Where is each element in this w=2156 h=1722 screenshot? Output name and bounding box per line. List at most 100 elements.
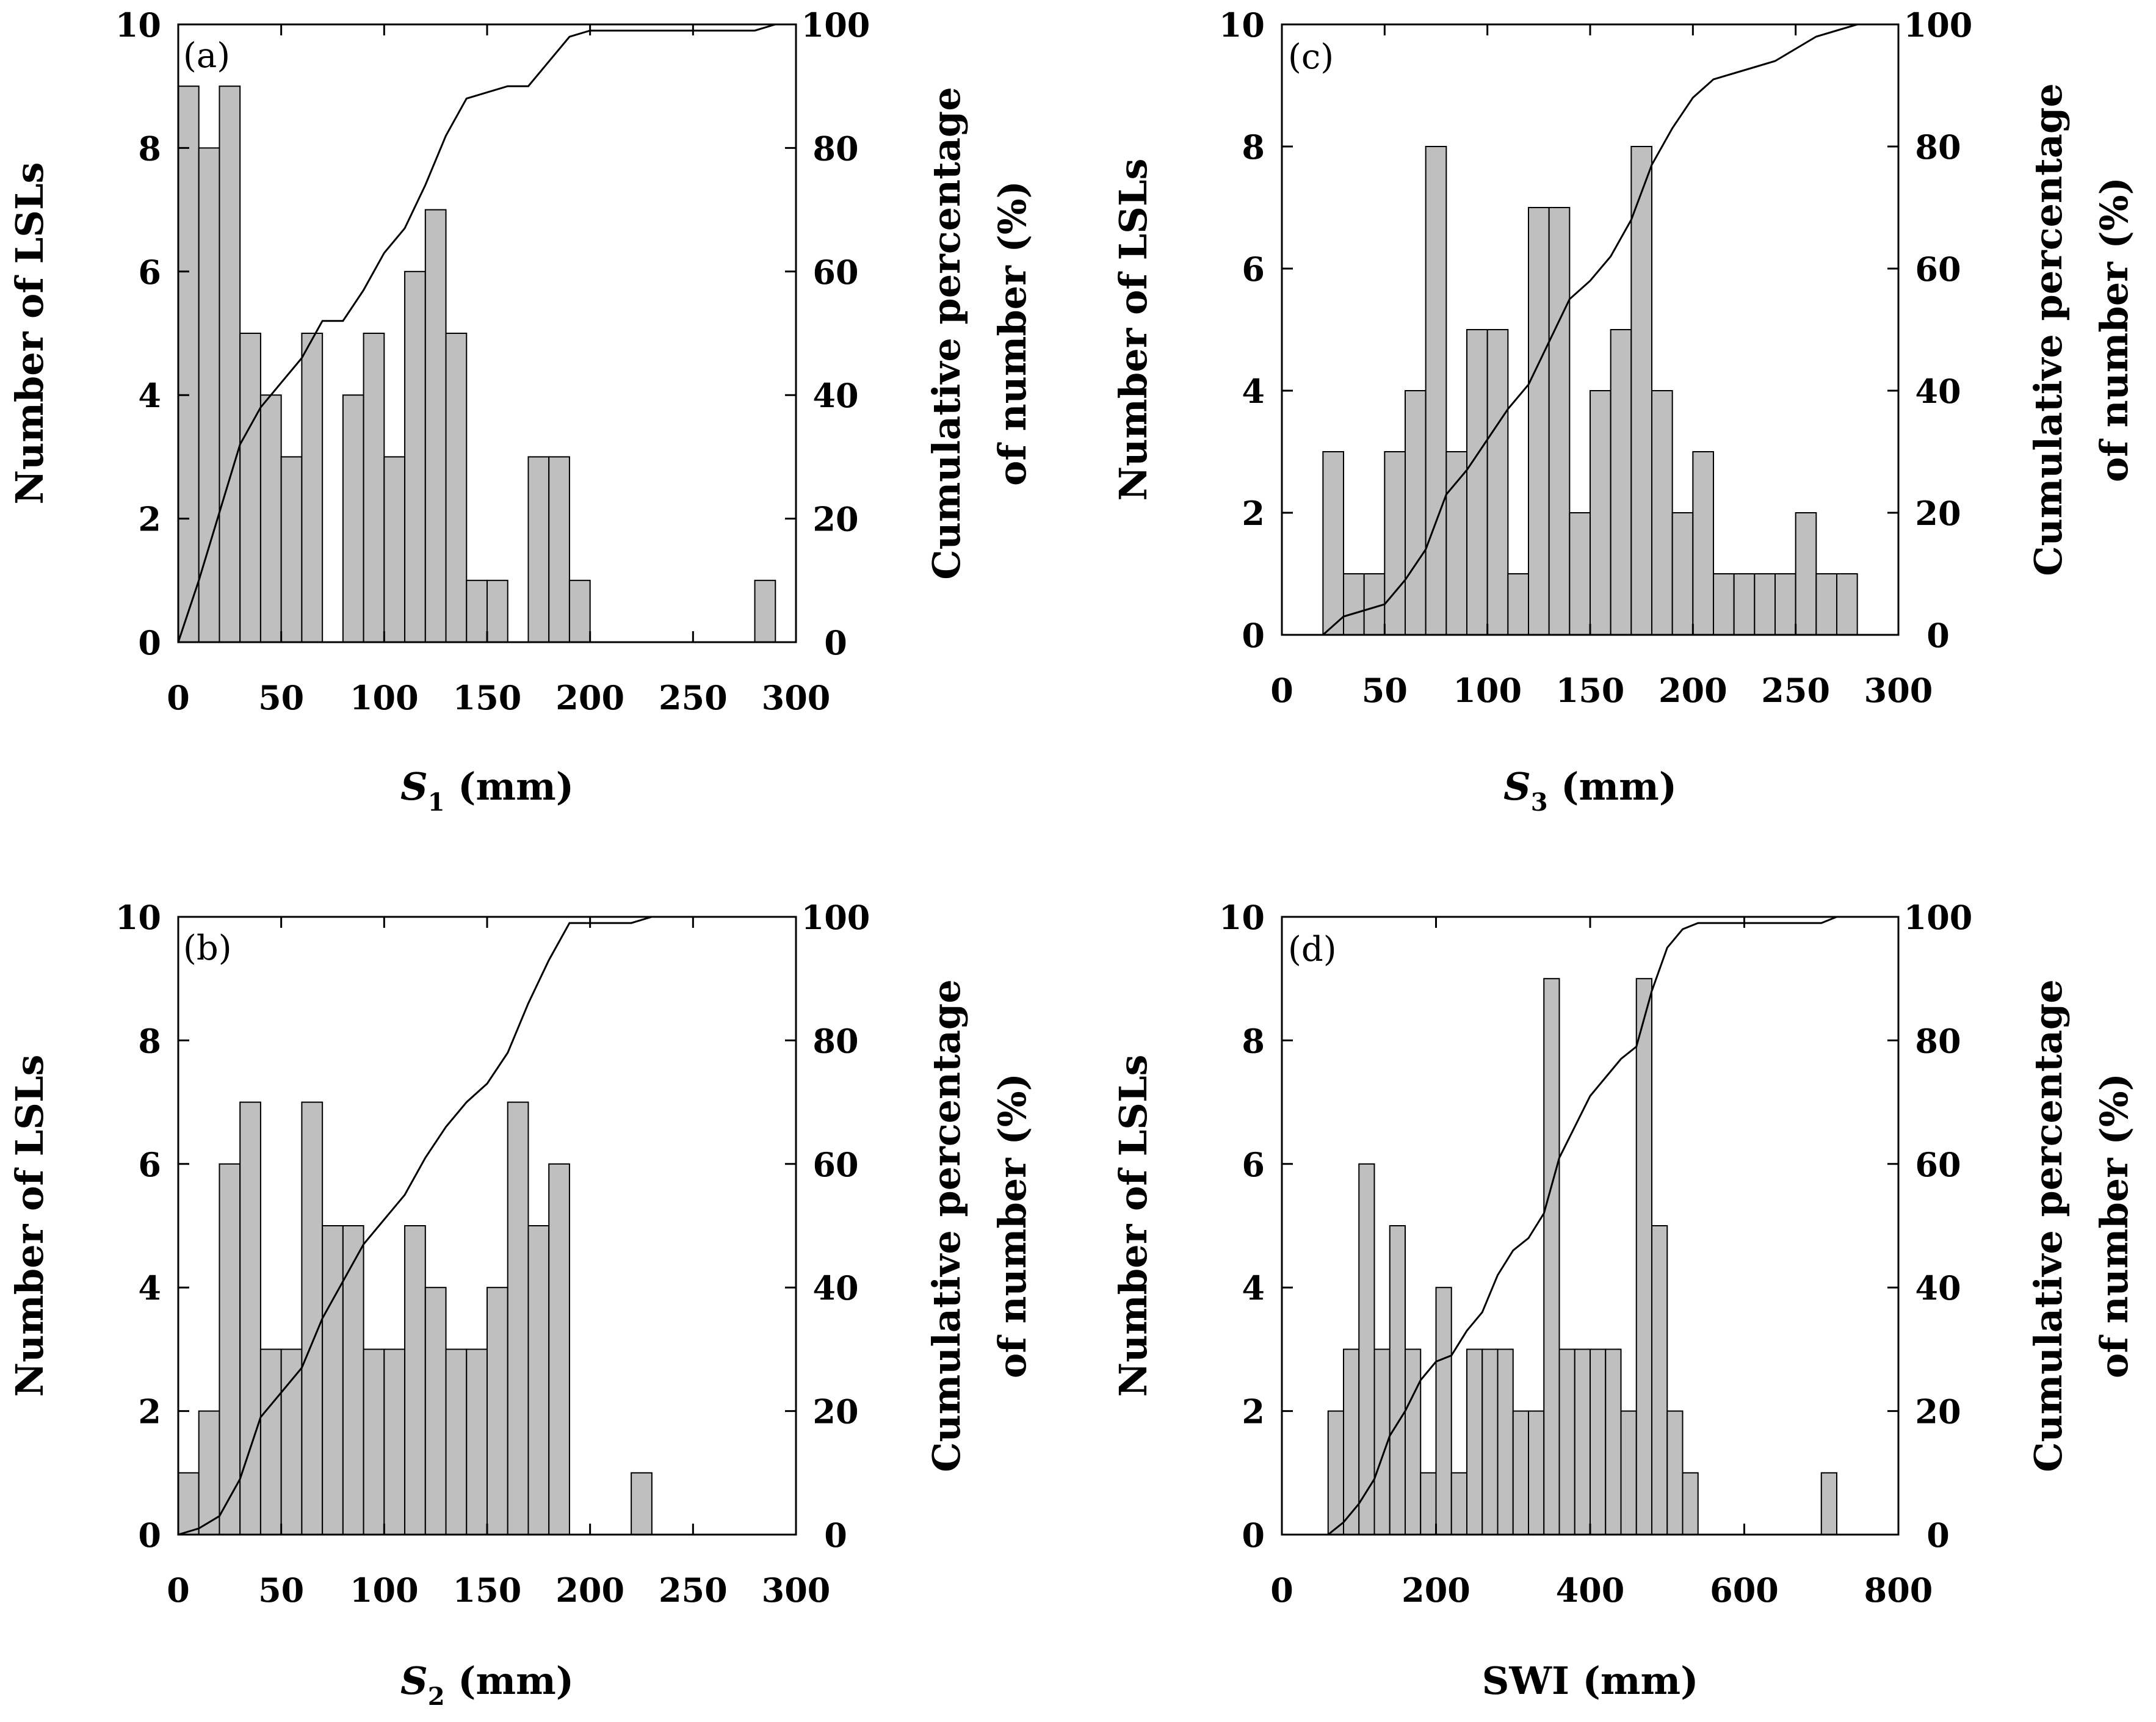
histogram-bar xyxy=(1543,978,1560,1535)
histogram-bar xyxy=(1666,1410,1684,1536)
y-tick-label: 6 xyxy=(138,253,161,292)
y2-tick-label: 100 xyxy=(801,898,870,937)
histogram-bar xyxy=(754,579,776,643)
histogram-bar xyxy=(259,1348,282,1535)
histogram-bar xyxy=(301,1101,324,1535)
x-tick-label: 200 xyxy=(555,1571,624,1610)
panel-label: (d) xyxy=(1288,930,1337,969)
x-tick-label: 400 xyxy=(1556,1571,1625,1610)
histogram-bar xyxy=(280,456,303,643)
histogram-bar xyxy=(342,1225,364,1535)
histogram-bar xyxy=(1836,573,1858,635)
histogram-bar xyxy=(1795,512,1817,635)
histogram-bar xyxy=(1327,1410,1344,1536)
panel-b: Number of LSLs Cumulative percentage of … xyxy=(7,898,1035,1711)
histogram-bar xyxy=(631,1472,653,1536)
y2-tick-label: 80 xyxy=(812,1021,858,1060)
x-tick-label: 50 xyxy=(258,678,304,717)
y-tick-label: 8 xyxy=(138,1021,161,1060)
histogram-bar xyxy=(487,579,508,643)
histogram-bar xyxy=(1558,1348,1575,1535)
histogram-bar xyxy=(1322,451,1344,635)
y2-tick-label: 60 xyxy=(812,1145,858,1184)
y2-tick-label: 100 xyxy=(1904,898,1973,937)
y-tick-label: 10 xyxy=(1219,5,1265,45)
x-tick-label: 100 xyxy=(350,1571,419,1610)
y2-tick-label: 0 xyxy=(1926,616,1950,655)
histogram-bar xyxy=(527,456,550,643)
x-tick-label: 800 xyxy=(1864,1571,1933,1610)
y2-axis-label-line1: Cumulative percentage xyxy=(2026,83,2071,576)
histogram-bar xyxy=(1713,573,1735,635)
x-axis-label-unit: (mm) xyxy=(1548,764,1677,809)
histogram-bar xyxy=(1528,207,1550,635)
y2-tick-label: 20 xyxy=(812,500,858,539)
x-axis-label: SWI (mm) xyxy=(1482,1659,1699,1703)
y2-tick-label: 100 xyxy=(801,5,870,45)
panel-label: (c) xyxy=(1288,37,1334,77)
y-tick-label: 2 xyxy=(138,1392,161,1431)
y2-tick-label: 20 xyxy=(1915,494,1961,533)
x-axis-label-unit: (mm) xyxy=(445,1659,574,1703)
histogram-bar xyxy=(466,1348,488,1535)
x-axis-label-var: S xyxy=(1503,764,1531,809)
histogram-bar xyxy=(1635,978,1652,1535)
y-tick-label: 0 xyxy=(1242,1516,1265,1555)
y-tick-label: 10 xyxy=(1219,898,1265,937)
x-tick-label: 150 xyxy=(1556,671,1625,710)
histogram-bar xyxy=(548,1163,570,1536)
y-tick-label: 10 xyxy=(115,5,161,45)
histogram-bar xyxy=(1590,390,1612,635)
histogram-bar xyxy=(1590,1348,1607,1535)
histogram-bar xyxy=(178,85,200,643)
y-tick-label: 0 xyxy=(138,623,161,662)
histogram-bar xyxy=(466,579,488,643)
histogram-bar xyxy=(1481,1348,1499,1535)
histogram-bar xyxy=(1384,451,1406,635)
x-tick-label: 150 xyxy=(453,678,522,717)
histogram-bar xyxy=(1450,1472,1467,1536)
histogram-bar xyxy=(445,1348,468,1535)
y2-tick-label: 60 xyxy=(1915,1145,1961,1184)
x-tick-label: 200 xyxy=(555,678,624,717)
x-tick-label: 0 xyxy=(167,678,190,717)
y-tick-label: 4 xyxy=(138,376,161,415)
y2-axis-label-line2: of number (%) xyxy=(990,181,1035,486)
y2-tick-label: 80 xyxy=(812,129,858,168)
histogram-bar xyxy=(1774,573,1796,635)
x-axis-label-unit: SWI (mm) xyxy=(1482,1659,1699,1703)
histogram-bar xyxy=(363,333,385,643)
histogram-bar xyxy=(1497,1348,1514,1535)
histogram-bar xyxy=(507,1101,529,1535)
y2-tick-label: 60 xyxy=(812,253,858,292)
y2-axis-label-line2: of number (%) xyxy=(2092,1073,2136,1378)
histogram-bar xyxy=(1343,573,1365,635)
histogram-bar xyxy=(219,1163,241,1536)
y2-tick-label: 40 xyxy=(812,376,858,415)
histogram-bar xyxy=(1815,573,1837,635)
y-tick-label: 8 xyxy=(138,129,161,168)
y2-tick-label: 40 xyxy=(1915,1268,1961,1308)
x-tick-label: 100 xyxy=(1453,671,1522,710)
x-tick-label: 250 xyxy=(1761,671,1830,710)
x-tick-label: 0 xyxy=(167,1571,190,1610)
histogram-bar xyxy=(1486,329,1509,635)
histogram-bar xyxy=(1528,1410,1545,1536)
cumulative-line xyxy=(1322,23,1898,636)
histogram-bar xyxy=(1620,1410,1637,1536)
y-tick-label: 4 xyxy=(1242,1268,1265,1308)
x-tick-label: 50 xyxy=(1362,671,1408,710)
panel-a: Number of LSLs Cumulative percentage of … xyxy=(7,5,1035,817)
y2-axis-label-line2: of number (%) xyxy=(990,1073,1035,1378)
histogram-bar xyxy=(178,1472,200,1536)
histogram-bar xyxy=(1358,1163,1375,1536)
y2-tick-label: 0 xyxy=(824,1516,847,1555)
y-tick-label: 6 xyxy=(1242,250,1265,289)
histogram-bar xyxy=(1507,573,1529,635)
x-tick-label: 0 xyxy=(1270,671,1293,710)
histogram-bar xyxy=(404,270,426,643)
histogram-bar xyxy=(1682,1472,1699,1536)
histogram-bar xyxy=(1569,512,1591,635)
x-tick-label: 200 xyxy=(1659,671,1727,710)
histogram-bar xyxy=(1405,1348,1422,1535)
